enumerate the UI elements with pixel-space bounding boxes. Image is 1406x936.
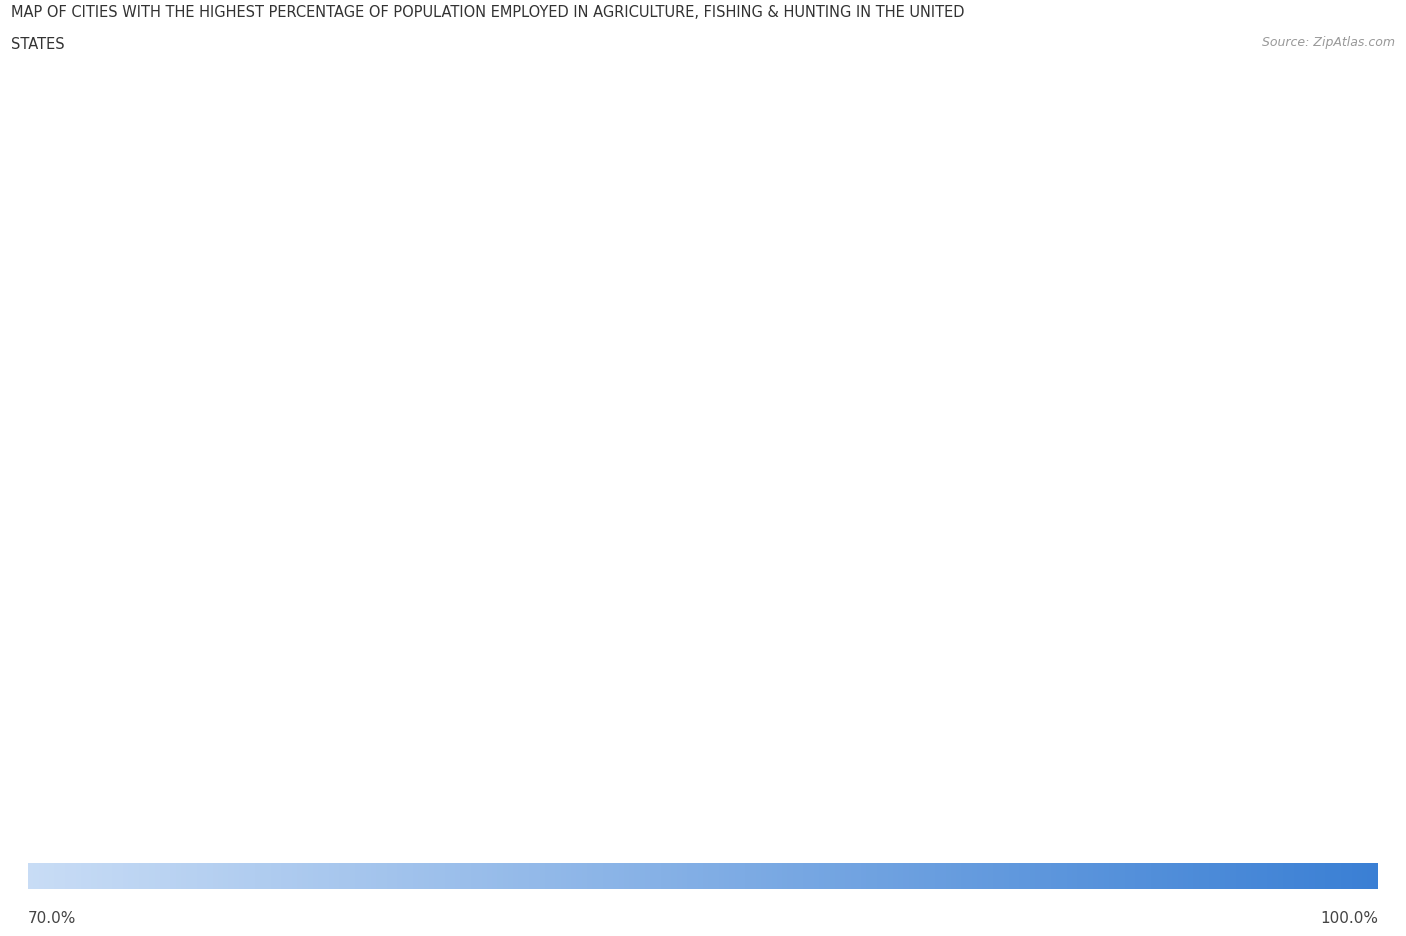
Text: 100.0%: 100.0% bbox=[1320, 910, 1378, 925]
Text: MAP OF CITIES WITH THE HIGHEST PERCENTAGE OF POPULATION EMPLOYED IN AGRICULTURE,: MAP OF CITIES WITH THE HIGHEST PERCENTAG… bbox=[11, 5, 965, 20]
Text: 70.0%: 70.0% bbox=[28, 910, 76, 925]
Text: STATES: STATES bbox=[11, 37, 65, 52]
Text: Source: ZipAtlas.com: Source: ZipAtlas.com bbox=[1261, 36, 1395, 49]
